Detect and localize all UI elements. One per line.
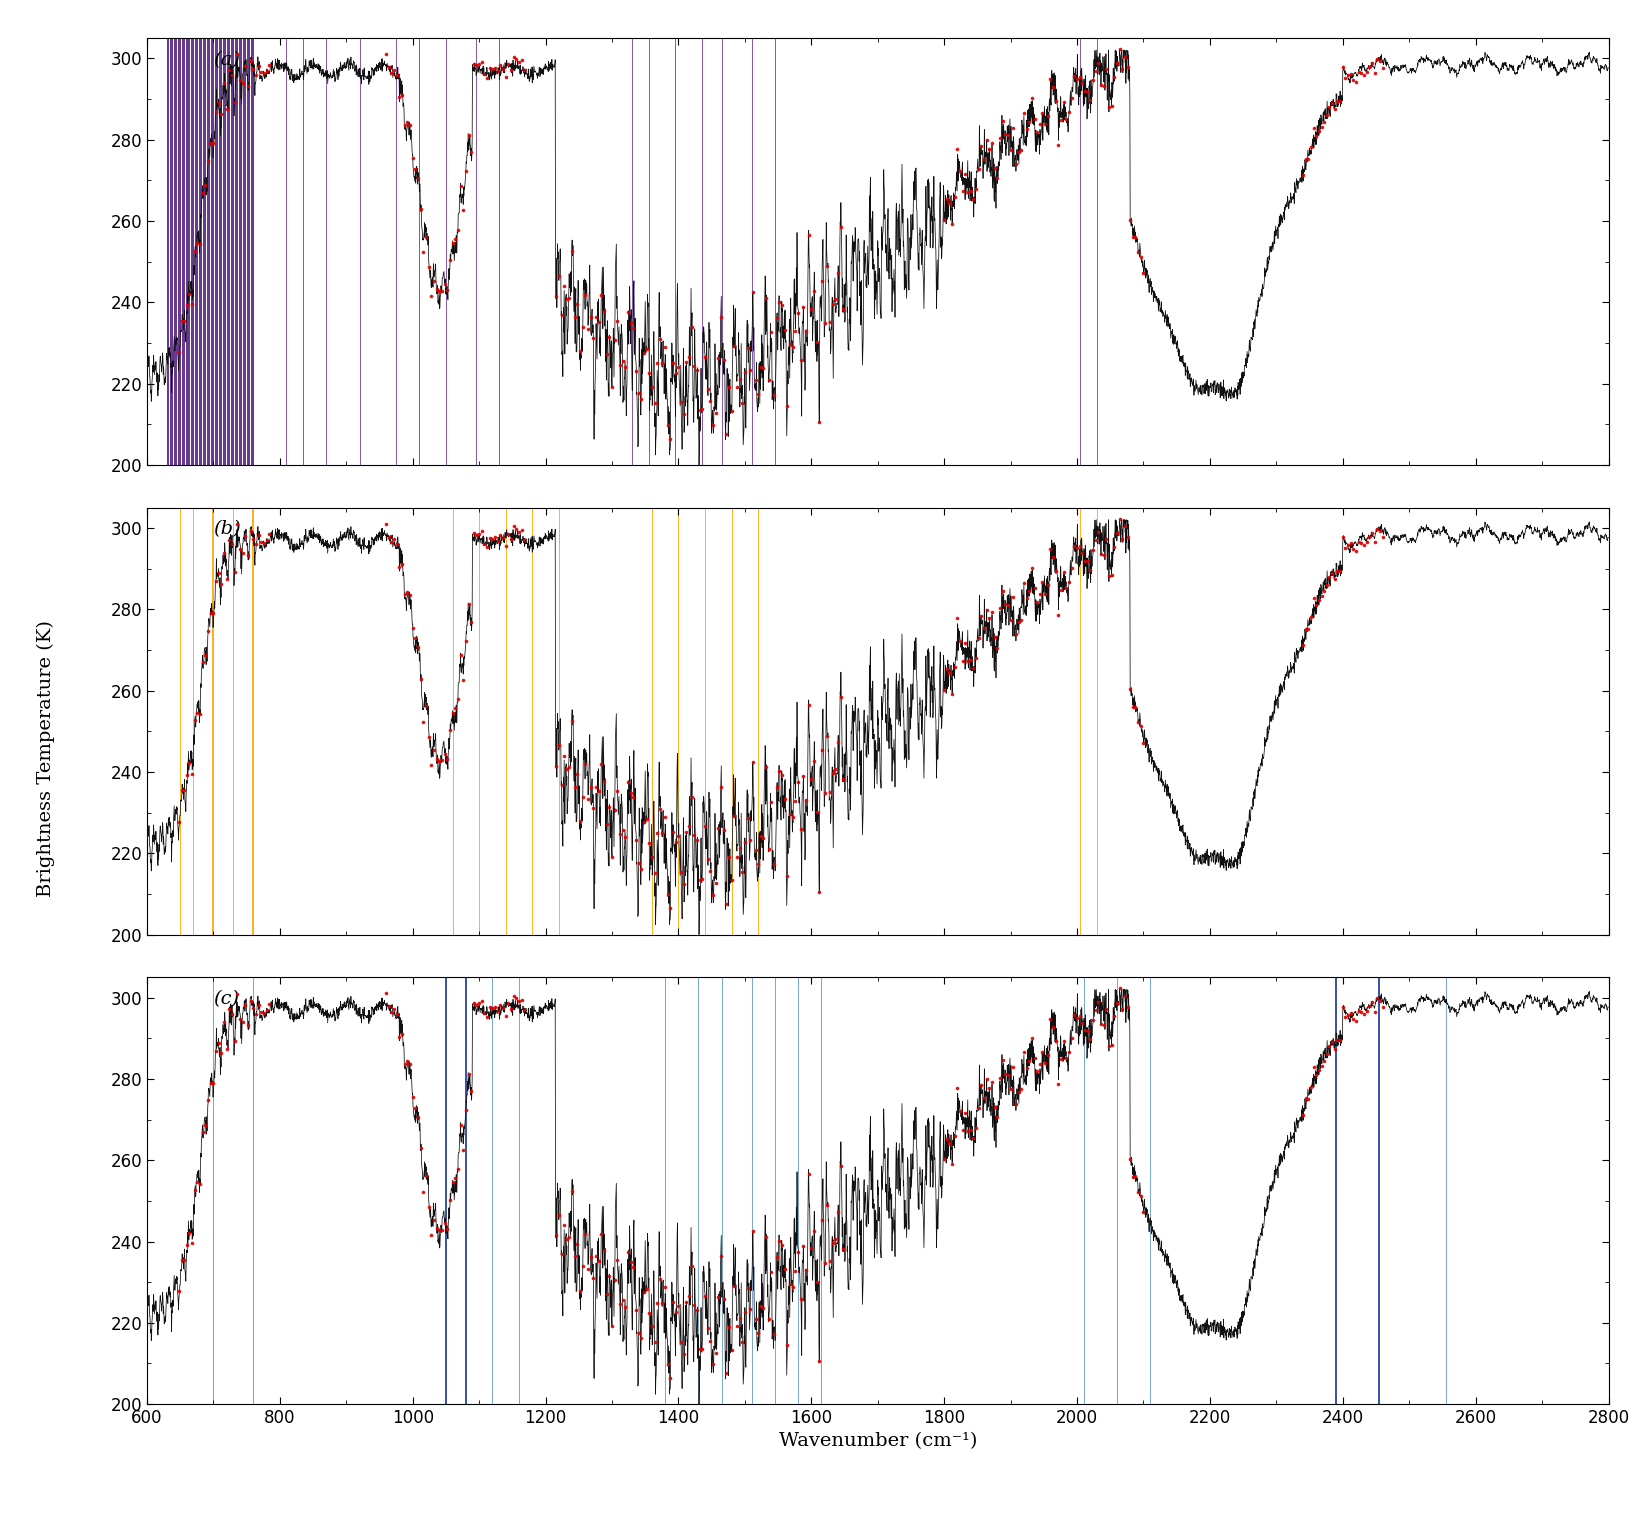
Text: Brightness Temperature (K): Brightness Temperature (K) xyxy=(36,621,55,897)
Text: (a): (a) xyxy=(212,50,240,68)
Text: (b): (b) xyxy=(212,521,240,539)
X-axis label: Wavenumber (cm⁻¹): Wavenumber (cm⁻¹) xyxy=(778,1433,976,1451)
Text: (c): (c) xyxy=(212,990,238,1008)
